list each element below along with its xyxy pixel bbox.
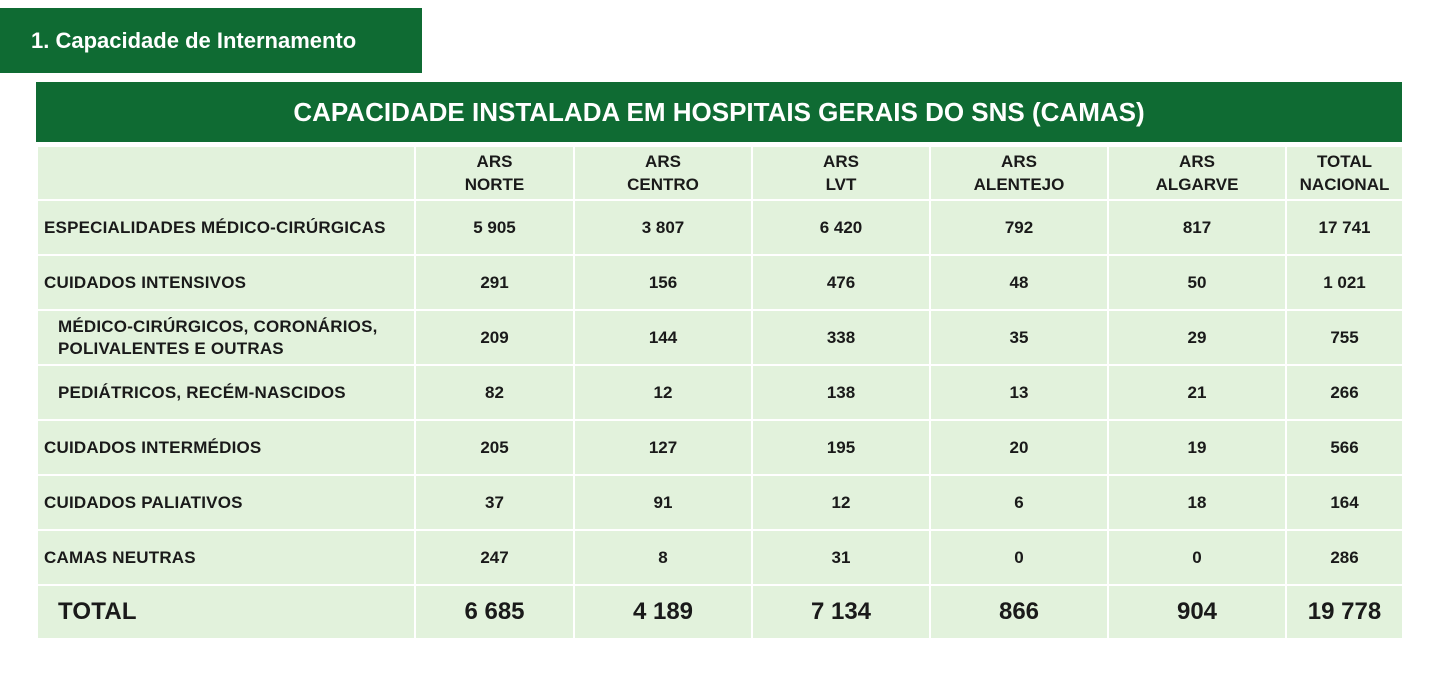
table-cell: 286	[1285, 529, 1404, 586]
table-cell: 156	[573, 254, 753, 311]
column-header-total-nacional: TOTAL NACIONAL	[1285, 145, 1404, 201]
table-cell: 48	[929, 254, 1109, 311]
table-title: CAPACIDADE INSTALADA EM HOSPITAIS GERAIS…	[36, 82, 1402, 145]
table-cell: 35	[929, 309, 1109, 366]
total-cell: 904	[1107, 584, 1287, 640]
table-cell: 792	[929, 199, 1109, 256]
table-cell: 817	[1107, 199, 1287, 256]
row-label: MÉDICO-CIRÚRGICOS, CORONÁRIOS, POLIVALEN…	[36, 309, 416, 366]
table-row: CUIDADOS PALIATIVOS 37 91 12 6 18 164	[36, 474, 1404, 531]
column-header-ars-centro: ARS CENTRO	[573, 145, 753, 201]
table-cell: 247	[414, 529, 575, 586]
table-cell: 91	[573, 474, 753, 531]
column-header-ars-lvt: ARS LVT	[751, 145, 931, 201]
table-cell: 195	[751, 419, 931, 476]
corner-cell	[36, 145, 416, 201]
table-cell: 0	[929, 529, 1109, 586]
table-row: CUIDADOS INTERMÉDIOS 205 127 195 20 19 5…	[36, 419, 1404, 476]
table-cell: 8	[573, 529, 753, 586]
table-cell: 266	[1285, 364, 1404, 421]
table-cell: 31	[751, 529, 931, 586]
total-cell: 7 134	[751, 584, 931, 640]
total-row: TOTAL 6 685 4 189 7 134 866 904 19 778	[36, 584, 1404, 640]
column-header-ars-norte: ARS NORTE	[414, 145, 575, 201]
row-label: CUIDADOS INTENSIVOS	[36, 254, 416, 311]
table-cell: 12	[751, 474, 931, 531]
column-header-row: ARS NORTE ARS CENTRO ARS LVT ARS ALENTEJO AR…	[36, 145, 1404, 201]
column-header-ars-alentejo: ARS ALENTEJO	[929, 145, 1109, 201]
total-cell: 6 685	[414, 584, 575, 640]
table-row: MÉDICO-CIRÚRGICOS, CORONÁRIOS, POLIVALEN…	[36, 309, 1404, 366]
row-label: ESPECIALIDADES MÉDICO-CIRÚRGICAS	[36, 199, 416, 256]
row-label: CAMAS NEUTRAS	[36, 529, 416, 586]
table-row: PEDIÁTRICOS, RECÉM-NASCIDOS 82 12 138 13…	[36, 364, 1404, 421]
table-cell: 338	[751, 309, 931, 366]
table-cell: 1 021	[1285, 254, 1404, 311]
capacity-table: CAPACIDADE INSTALADA EM HOSPITAIS GERAIS…	[36, 82, 1404, 640]
table-cell: 19	[1107, 419, 1287, 476]
table-cell: 127	[573, 419, 753, 476]
table-cell: 755	[1285, 309, 1404, 366]
table-cell: 205	[414, 419, 575, 476]
total-label: TOTAL	[36, 584, 416, 640]
table-cell: 6	[929, 474, 1109, 531]
table-cell: 138	[751, 364, 931, 421]
table-cell: 209	[414, 309, 575, 366]
table-cell: 12	[573, 364, 753, 421]
data-table: ARS NORTE ARS CENTRO ARS LVT ARS ALENTEJO AR…	[36, 145, 1404, 640]
table-cell: 37	[414, 474, 575, 531]
table-cell: 21	[1107, 364, 1287, 421]
table-cell: 13	[929, 364, 1109, 421]
table-cell: 3 807	[573, 199, 753, 256]
table-cell: 5 905	[414, 199, 575, 256]
table-cell: 17 741	[1285, 199, 1404, 256]
table-cell: 566	[1285, 419, 1404, 476]
table-cell: 20	[929, 419, 1109, 476]
column-header-ars-algarve: ARS ALGARVE	[1107, 145, 1287, 201]
table-row: ESPECIALIDADES MÉDICO-CIRÚRGICAS 5 905 3…	[36, 199, 1404, 256]
row-label: PEDIÁTRICOS, RECÉM-NASCIDOS	[36, 364, 416, 421]
section-title: 1. Capacidade de Internamento	[0, 8, 422, 73]
table-row: CUIDADOS INTENSIVOS 291 156 476 48 50 1 …	[36, 254, 1404, 311]
row-label: CUIDADOS INTERMÉDIOS	[36, 419, 416, 476]
table-cell: 6 420	[751, 199, 931, 256]
table-cell: 291	[414, 254, 575, 311]
total-cell: 866	[929, 584, 1109, 640]
table-cell: 82	[414, 364, 575, 421]
table-cell: 50	[1107, 254, 1287, 311]
table-cell: 18	[1107, 474, 1287, 531]
table-row: CAMAS NEUTRAS 247 8 31 0 0 286	[36, 529, 1404, 586]
table-cell: 29	[1107, 309, 1287, 366]
table-cell: 476	[751, 254, 931, 311]
table-cell: 144	[573, 309, 753, 366]
table-cell: 0	[1107, 529, 1287, 586]
total-cell: 19 778	[1285, 584, 1404, 640]
row-label: CUIDADOS PALIATIVOS	[36, 474, 416, 531]
total-cell: 4 189	[573, 584, 753, 640]
table-cell: 164	[1285, 474, 1404, 531]
